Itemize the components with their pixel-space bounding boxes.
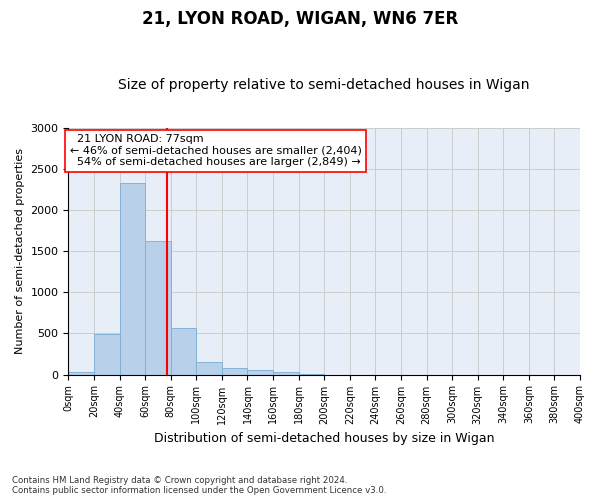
Bar <box>94 334 119 374</box>
X-axis label: Distribution of semi-detached houses by size in Wigan: Distribution of semi-detached houses by … <box>154 432 494 445</box>
Y-axis label: Number of semi-detached properties: Number of semi-detached properties <box>15 148 25 354</box>
Bar <box>196 362 222 374</box>
Text: 21 LYON ROAD: 77sqm
← 46% of semi-detached houses are smaller (2,404)
  54% of s: 21 LYON ROAD: 77sqm ← 46% of semi-detach… <box>70 134 362 168</box>
Bar <box>68 372 94 374</box>
Bar <box>145 242 171 374</box>
Bar <box>171 328 196 374</box>
Bar <box>119 183 145 374</box>
Title: Size of property relative to semi-detached houses in Wigan: Size of property relative to semi-detach… <box>118 78 530 92</box>
Bar <box>222 368 247 374</box>
Bar <box>273 372 299 374</box>
Bar <box>247 370 273 374</box>
Text: 21, LYON ROAD, WIGAN, WN6 7ER: 21, LYON ROAD, WIGAN, WN6 7ER <box>142 10 458 28</box>
Text: Contains HM Land Registry data © Crown copyright and database right 2024.
Contai: Contains HM Land Registry data © Crown c… <box>12 476 386 495</box>
